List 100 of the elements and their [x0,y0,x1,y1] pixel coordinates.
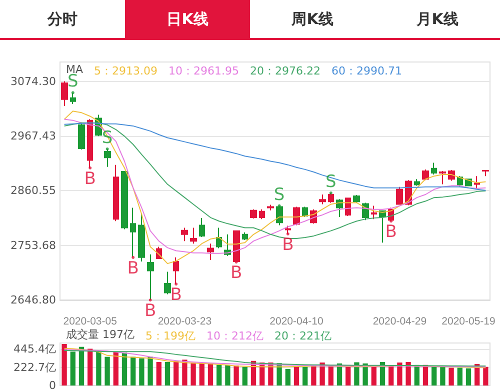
bar [78,346,84,386]
bar [483,366,488,386]
bar [302,366,308,386]
candlestick [207,243,214,260]
candlestick [328,192,334,204]
candlestick [233,230,240,263]
data-label: B [282,234,294,255]
point [106,147,109,150]
point [148,298,152,302]
candlestick [130,207,136,258]
bar [113,352,118,386]
bar [311,366,316,386]
data-label: B [84,168,96,189]
y-tick-label: 2753.68 [10,238,56,252]
candlestick [61,80,68,106]
candlestick [104,148,111,168]
candlestick [396,186,403,206]
data-label: S [68,72,78,92]
y-tick-label: 2967.43 [10,129,56,142]
text: 60：2990.71 [331,64,402,78]
y-tick-label: 2860.55 [10,184,56,198]
candlestick [78,122,85,150]
candlestick [199,218,205,238]
bar [320,362,325,386]
bar [432,365,437,386]
x-tick-label: 2020-03-23 [158,316,212,328]
bar [122,352,128,386]
series-label: 10：212亿 [206,330,264,342]
data-label: B [144,301,156,321]
candlestick [439,170,446,185]
bar [397,362,402,386]
bar [190,363,196,386]
text: 月K线 [416,9,460,30]
candlestick [319,194,326,205]
candlestick [259,208,265,220]
bar [362,363,368,386]
x-tick-label: 2020-04-10 [270,316,324,328]
series-label: 5：199亿 [145,330,196,342]
text: 20：2976.22 [250,64,320,78]
candlestick [474,176,480,190]
text: 5：2913.09 [94,64,158,78]
x-tick-label: 2020-03-05 [63,316,118,328]
candlestick [190,227,197,244]
bar [62,344,67,386]
bar [164,362,170,386]
candlestick [276,205,283,226]
bar [448,368,454,386]
series-label: 20：221亿 [274,330,332,342]
candlestick [216,227,222,249]
candlestick [121,170,128,230]
candlestick [371,205,377,220]
y-tick-label: 2646.80 [10,294,56,306]
candlestick [138,212,145,262]
x-tick-label: 2020-05-19 [442,316,496,328]
bar [208,363,214,386]
data-label: B [127,258,139,278]
candlestick [242,232,248,241]
bar [388,366,394,386]
text: 周K线 [290,9,334,30]
point [174,282,178,286]
candlestick [250,208,257,220]
bar [139,358,144,386]
candlestick [302,206,308,218]
bar [148,356,153,386]
bar [182,360,188,386]
point [286,232,290,236]
bar [354,362,360,386]
y-tick-label: 222.7亿 [14,360,56,374]
candlestick [70,92,76,104]
bar [216,364,222,386]
y-tick-label: 0 [49,379,56,391]
data-label: B [230,263,242,284]
candlestick [87,118,93,168]
bar [234,365,239,386]
bar [371,366,376,386]
candlestick [414,178,420,186]
point [132,256,135,259]
data-label: S [274,184,285,205]
x-tick-label: 2020-04-29 [372,316,427,328]
candlestick [422,168,429,180]
bar [466,368,472,386]
bar [328,366,334,386]
data-label: B [170,285,182,306]
data-label: S [326,172,336,192]
bar [199,363,204,386]
bar [104,356,110,386]
bar [285,368,290,386]
text: 日K线 [125,0,250,38]
candlestick [431,162,437,176]
bar [294,366,300,386]
bar [346,366,351,386]
bar [242,366,248,386]
legend-title: 成交量 197亿 [66,328,134,341]
bar [88,348,93,386]
bar [96,352,102,386]
candlestick [482,169,489,177]
text: 10：2961.95 [168,64,239,78]
bar [70,352,76,386]
bar [225,364,230,386]
candlestick [173,256,179,285]
